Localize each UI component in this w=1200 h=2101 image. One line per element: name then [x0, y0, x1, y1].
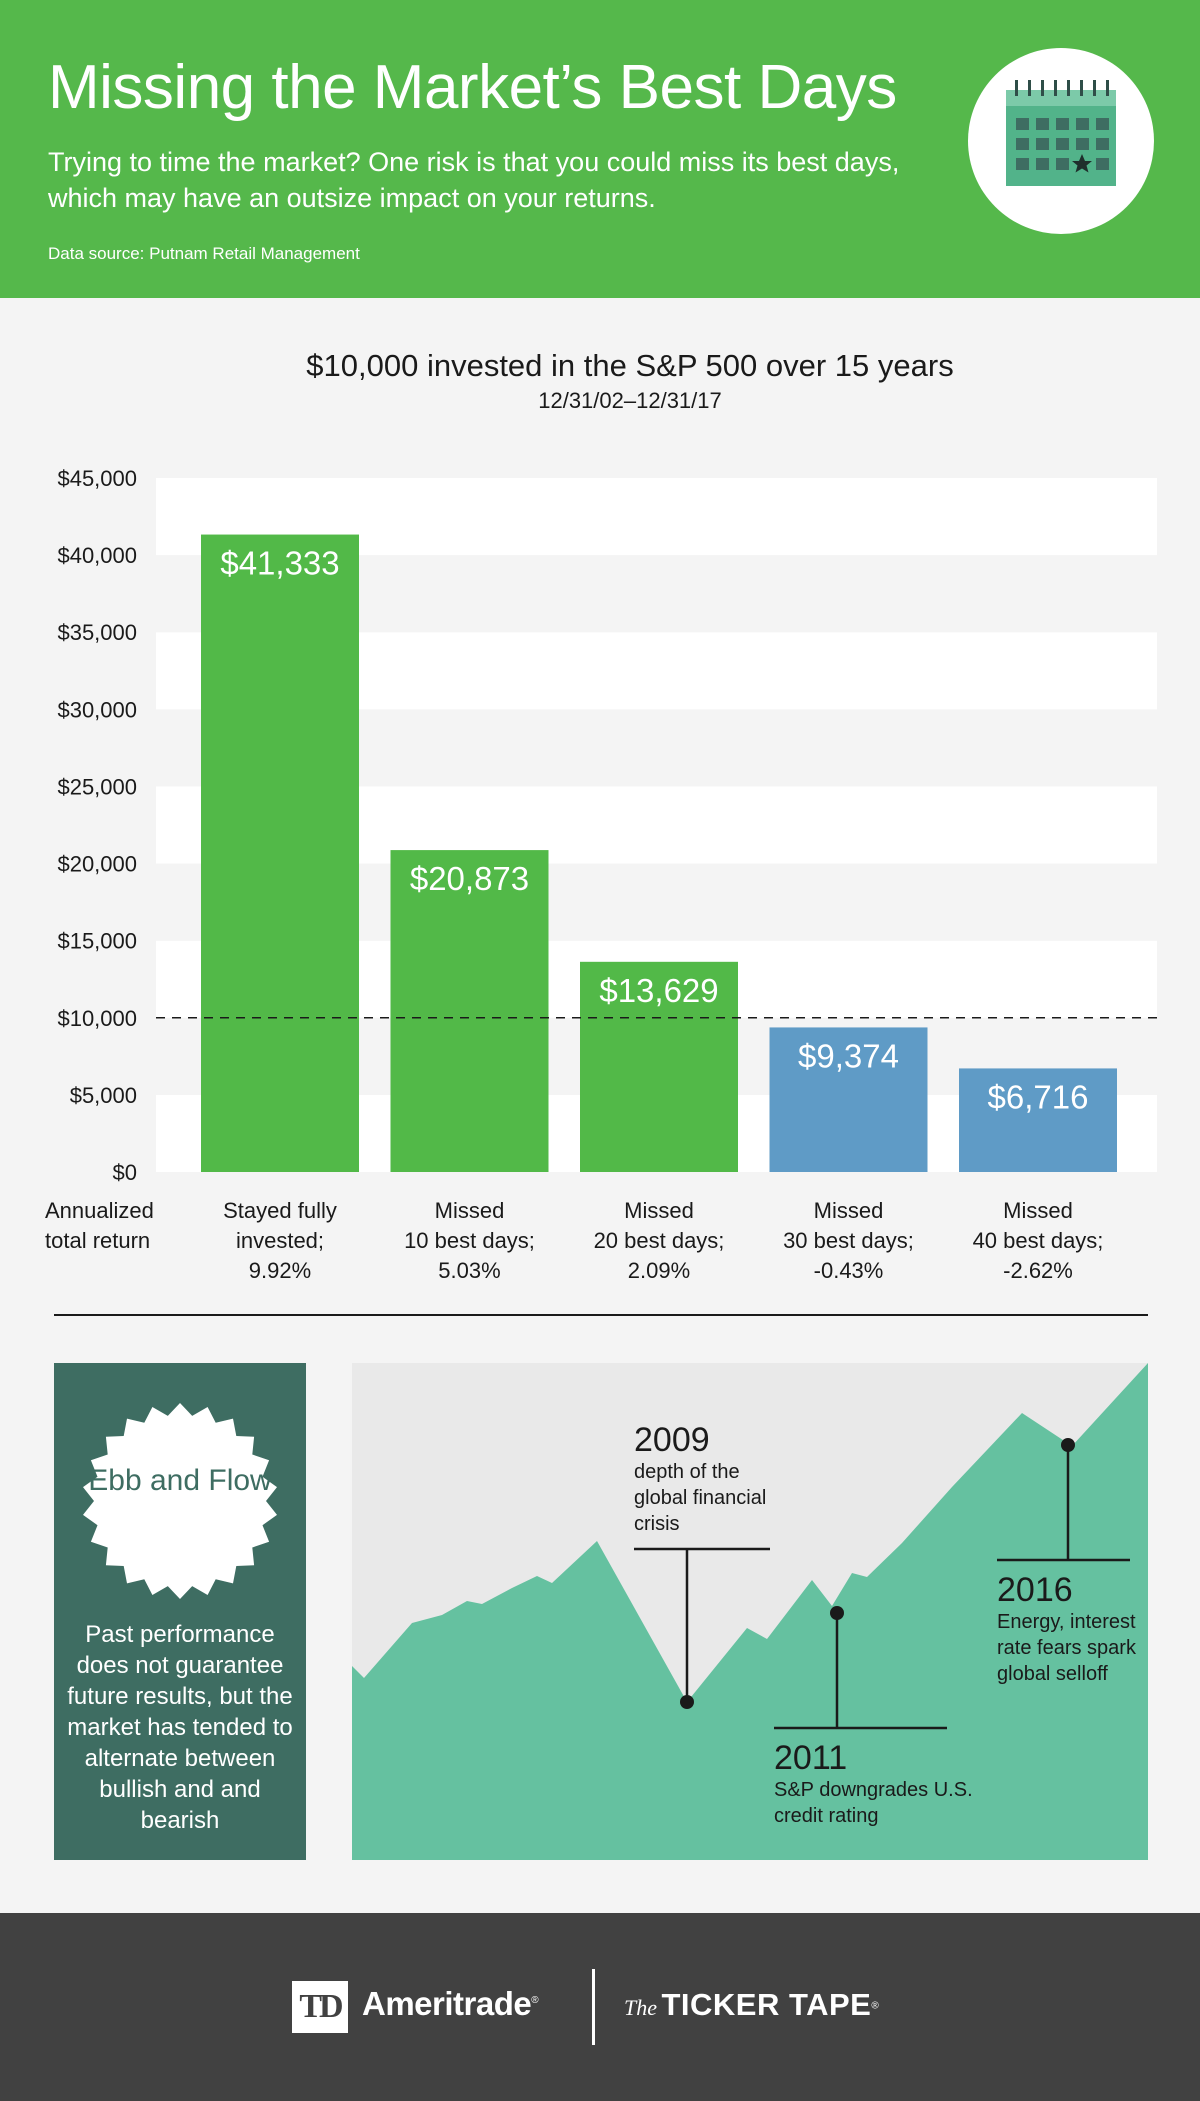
footer-divider: [592, 1969, 595, 2045]
event-2016-text: Energy, interest rate fears spark global…: [997, 1611, 1136, 1685]
bar-value-label: $6,716: [988, 1078, 1089, 1115]
event-2016: 2016 Energy, interest rate fears spark g…: [997, 1571, 1137, 1687]
starburst-badge-icon: [83, 1403, 277, 1599]
bar: [201, 534, 359, 1172]
chart-date-range: 12/31/02–12/31/17: [538, 388, 722, 413]
ameritrade-logo: Ameritrade®: [362, 1985, 539, 2023]
category-label: invested;: [236, 1228, 324, 1253]
ticker-tape-logo: The TICKER TAPE®: [624, 1987, 879, 2023]
category-label: 5.03%: [438, 1258, 500, 1283]
calendar-badge: [968, 48, 1154, 234]
event-2016-dot: [1061, 1438, 1075, 1452]
td-logo-icon: TD: [292, 1981, 348, 2033]
category-label: 9.92%: [249, 1258, 311, 1283]
market-area-graphic: [352, 1363, 1148, 1860]
page-title: Missing the Market’s Best Days: [48, 53, 897, 122]
bar-value-label: $20,873: [410, 860, 529, 897]
y-tick-label: $35,000: [57, 620, 137, 645]
y-tick-label: $40,000: [57, 543, 137, 568]
category-label: 30 best days;: [783, 1228, 914, 1253]
y-tick-label: $20,000: [57, 852, 137, 877]
market-area-shape: [352, 1363, 1148, 1860]
ebb-flow-body: Past performance does not guarantee futu…: [67, 1621, 293, 1834]
bar-value-label: $41,333: [220, 545, 339, 582]
y-tick-label: $5,000: [70, 1083, 137, 1108]
bar-value-label: $9,374: [798, 1037, 899, 1074]
ameritrade-wordmark: Ameritrade: [362, 1985, 532, 2022]
calendar-icon: [1006, 80, 1116, 186]
event-2009: 2009 depth of the global financial crisi…: [634, 1421, 784, 1537]
bar: [580, 961, 738, 1172]
ticker-tape-prefix: The: [624, 1995, 657, 2020]
ebb-flow-badge-label: Ebb and Flow: [88, 1464, 272, 1497]
event-2011-text: S&P downgrades U.S. credit rating: [774, 1779, 973, 1827]
y-tick-label: $10,000: [57, 1006, 137, 1031]
category-label: -2.62%: [1003, 1258, 1073, 1283]
bar: [769, 1027, 928, 1172]
bar-chart: $0 $5,000 $10,000 $15,000 $20,000 $25,000 $30,…: [45, 466, 1157, 1283]
category-label: 2.09%: [628, 1258, 690, 1283]
event-2016-year: 2016: [997, 1571, 1073, 1609]
bar-value-label: $13,629: [599, 972, 718, 1009]
category-label: 10 best days;: [404, 1228, 535, 1253]
category-label: Missed: [814, 1198, 884, 1223]
ticker-tape-registered-mark: ®: [871, 2000, 879, 2012]
category-label: Missed: [435, 1198, 505, 1223]
market-history-panel: 2009 depth of the global financial crisi…: [352, 1363, 1148, 1860]
category-label: 20 best days;: [594, 1228, 725, 1253]
y-tick-label: $0: [113, 1160, 137, 1185]
y-tick-label: $45,000: [57, 466, 137, 491]
event-2009-dot: [680, 1695, 694, 1709]
header-banner: Missing the Market’s Best Days Trying to…: [0, 0, 1200, 298]
y-tick-label: $25,000: [57, 774, 137, 799]
section-divider: [54, 1314, 1148, 1316]
event-2011-dot: [830, 1606, 844, 1620]
footer-logos: TD Ameritrade® The TICKER TAPE®: [0, 1913, 1200, 2101]
category-label: Missed: [1003, 1198, 1073, 1223]
row-label: Annualized: [45, 1198, 154, 1223]
category-label: Stayed fully: [223, 1198, 337, 1223]
category-label: 40 best days;: [973, 1228, 1104, 1253]
category-label: Missed: [624, 1198, 694, 1223]
category-label: -0.43%: [814, 1258, 884, 1283]
chart-title: $10,000 invested in the S&P 500 over 15 …: [306, 348, 954, 383]
event-2009-year: 2009: [634, 1421, 710, 1459]
bar: [959, 1068, 1117, 1172]
ticker-tape-wordmark: TICKER TAPE: [661, 1987, 872, 2022]
row-label: total return: [45, 1228, 150, 1253]
event-2011: 2011 S&P downgrades U.S. credit rating: [774, 1739, 974, 1829]
page-subtitle: Trying to time the market? One risk is t…: [48, 147, 900, 213]
ameritrade-registered-mark: ®: [531, 1995, 539, 2006]
y-tick-label: $15,000: [57, 929, 137, 954]
event-2011-year: 2011: [774, 1739, 848, 1777]
y-tick-label: $30,000: [57, 697, 137, 722]
data-source: Data source: Putnam Retail Management: [48, 244, 360, 263]
bar: [390, 850, 549, 1172]
event-2009-text: depth of the global financial crisis: [634, 1461, 767, 1535]
ebb-flow-panel: Ebb and Flow Past performance does not g…: [54, 1363, 306, 1860]
